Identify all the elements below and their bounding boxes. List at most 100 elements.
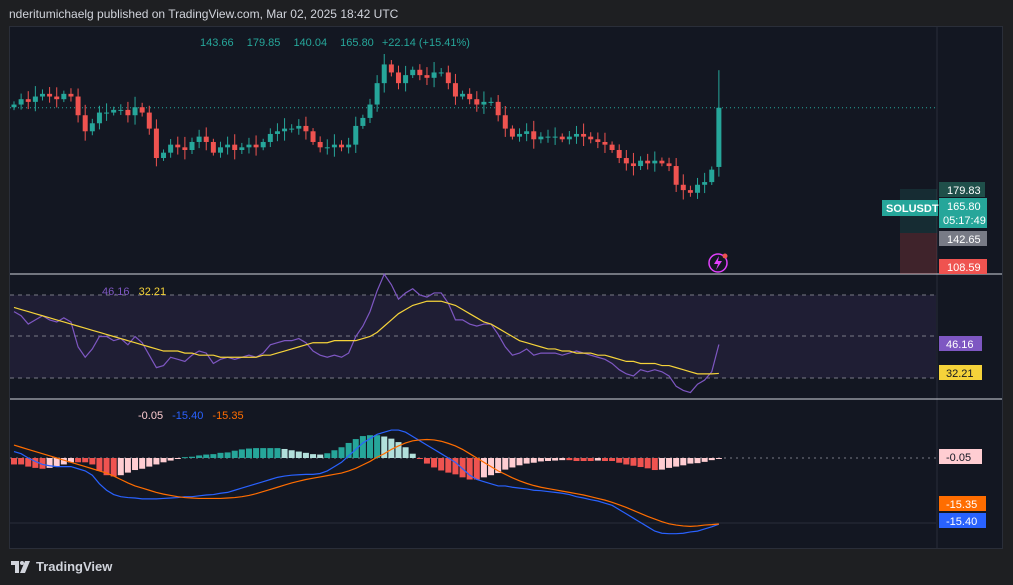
macd-histogram-bar	[103, 458, 110, 476]
macd-histogram-bar	[559, 458, 566, 461]
candle-body	[566, 136, 572, 140]
candle-body	[310, 131, 316, 142]
candle-body	[452, 83, 458, 97]
rsi-ma-axis-label: 32.21	[946, 368, 974, 380]
macd-histogram-bar	[516, 458, 523, 466]
symbol-tag	[882, 200, 938, 216]
macd-histogram-bar	[238, 449, 245, 458]
chart-area[interactable]: 143.66 179.85 140.04 165.80 +22.14 (+15.…	[9, 26, 1003, 549]
candle-body	[595, 139, 601, 142]
candle-body	[395, 72, 401, 84]
candle-body	[673, 166, 679, 185]
rsi-ma-legend-value: 32.21	[139, 286, 167, 298]
price-axis: 179.83 SOLUSDT 165.80 05:17:49 142.65 10…	[882, 182, 987, 528]
high-label-box	[939, 182, 985, 197]
candle-body	[410, 69, 416, 76]
macd-histogram-bar	[302, 452, 309, 458]
candle-body	[253, 144, 259, 148]
macd-histogram-bar	[573, 458, 580, 462]
candle-body	[274, 131, 280, 134]
candle-body	[360, 117, 366, 126]
tradingview-logo-icon	[11, 560, 30, 573]
candle-body	[531, 131, 537, 140]
macd-histogram-bar	[637, 458, 644, 468]
macd-histogram-bar	[466, 458, 473, 480]
candle-body	[509, 128, 515, 137]
macd-histogram-bar	[317, 454, 324, 458]
candle-body	[331, 144, 337, 148]
rsi-axis-label: 46.16	[946, 339, 974, 351]
macd-histogram-bar	[146, 458, 153, 467]
candle-body	[645, 160, 651, 164]
macd-histogram-bar	[46, 458, 53, 468]
macd-histogram-bar	[82, 458, 89, 463]
macd-histogram-bar	[25, 458, 32, 467]
candle-body	[588, 136, 594, 140]
macd-histogram-bar	[630, 458, 637, 466]
macd-histogram-bar	[658, 458, 665, 470]
candle-body	[303, 125, 309, 132]
candle-body	[139, 107, 145, 113]
candle-body	[47, 93, 53, 97]
candle-body	[609, 144, 615, 150]
macd-histogram-bar	[189, 456, 195, 458]
candle-body	[182, 147, 188, 150]
candle-body	[374, 83, 380, 105]
macd-histogram-bar	[644, 458, 651, 469]
macd-histogram-bar	[445, 458, 452, 473]
macd-histogram-bar	[352, 439, 359, 458]
candle-body	[260, 141, 266, 148]
candle-body	[54, 96, 60, 100]
macd-histogram-bar	[374, 435, 381, 458]
candle-body	[524, 131, 530, 134]
candles-group	[11, 54, 722, 200]
ohlc-change: +22.14 (+15.41%)	[382, 37, 470, 49]
candle-body	[324, 147, 330, 149]
candle-body	[431, 72, 437, 78]
candle-body	[381, 64, 387, 84]
candle-body	[111, 109, 117, 113]
macd-hist-legend: -0.05	[138, 410, 163, 422]
macd-histogram-bar	[715, 458, 722, 459]
rsi-lines-group	[13, 273, 720, 394]
candle-body	[502, 115, 508, 129]
macd-histogram-bar	[566, 458, 573, 461]
macd-histogram-bar	[367, 435, 373, 458]
signal-series-line	[13, 438, 719, 527]
macd-histogram-bar	[132, 458, 139, 471]
publisher-caption: nderitumichaelg published on TradingView…	[9, 7, 399, 21]
candle-body	[267, 133, 273, 142]
candle-body	[282, 128, 288, 132]
candle-body	[168, 144, 174, 153]
prev-price-label: 142.65	[947, 234, 981, 246]
macd-histogram-bar	[288, 450, 295, 458]
hist-axis-box	[939, 449, 982, 464]
high-label: 179.83	[947, 185, 981, 197]
candle-body	[602, 141, 608, 145]
macd-histogram-bar	[701, 458, 708, 462]
candle-body	[702, 182, 708, 185]
lightning-alert-icon[interactable]	[708, 253, 728, 273]
candle-body	[517, 133, 523, 137]
macd-histogram-bar	[345, 442, 352, 458]
candle-body	[11, 104, 17, 108]
macd-histogram-bar	[274, 448, 281, 458]
footer-brand[interactable]: TradingView	[11, 559, 112, 574]
macd-histogram-bar	[196, 455, 203, 458]
macd-histogram-bar	[117, 458, 124, 476]
macd-histogram-bar	[181, 457, 188, 459]
candle-body	[239, 147, 245, 150]
candle-body	[339, 144, 345, 148]
ohlc-open: 143.66	[200, 37, 234, 49]
macd-histogram-bar	[217, 452, 224, 458]
macd-histogram-bar	[231, 450, 238, 458]
candle-body	[659, 160, 665, 164]
macd-histogram-bar	[39, 458, 46, 469]
candle-body	[616, 150, 622, 159]
chart-svg[interactable]: 143.66 179.85 140.04 165.80 +22.14 (+15.…	[10, 27, 1003, 549]
candle-body	[210, 141, 216, 153]
signal-axis-label: -15.35	[946, 499, 977, 511]
macd-histogram-bar	[495, 458, 502, 474]
macd-histogram-bar	[96, 458, 103, 471]
macd-axis-box	[939, 513, 986, 528]
